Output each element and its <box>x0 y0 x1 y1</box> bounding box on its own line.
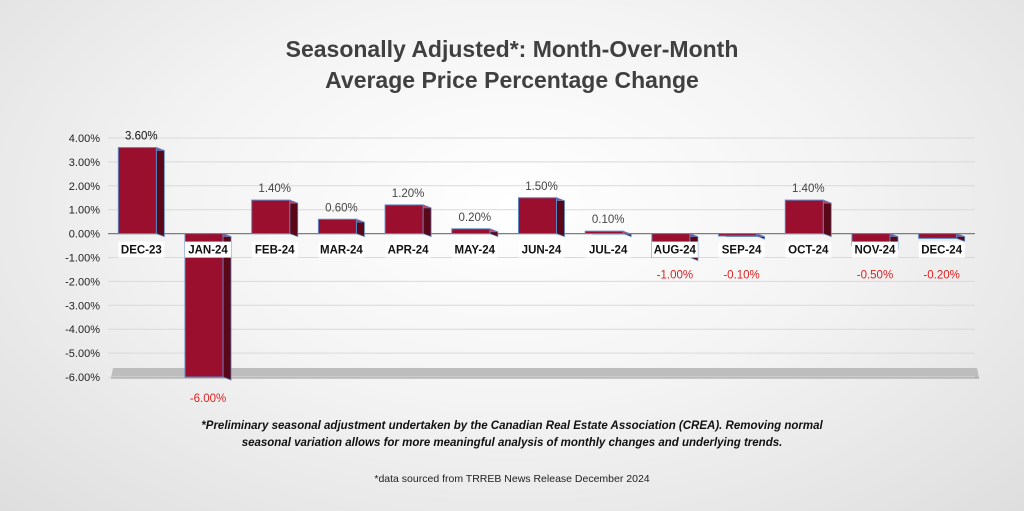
bar-oct-24 <box>784 199 824 235</box>
category-label-box <box>118 241 165 258</box>
category-label: JUN-24 <box>522 245 562 257</box>
bar-side-face <box>155 146 165 238</box>
category-label-box <box>785 241 832 258</box>
category-label: AUG-24 <box>654 245 697 257</box>
category-label-box <box>918 241 965 258</box>
category-label: DEC-23 <box>121 245 162 257</box>
footnote-line-2: seasonal variation allows for more meani… <box>241 437 783 449</box>
bar-apr-24 <box>384 204 424 235</box>
category-label-box <box>251 241 298 258</box>
y-tick-label: 1.00% <box>69 205 100 217</box>
y-tick-label: -1.00% <box>65 253 100 265</box>
category-label-box <box>185 241 232 258</box>
category-label: FEB-24 <box>255 245 295 257</box>
category-label-box <box>851 241 898 258</box>
y-tick-label: -6.00% <box>65 372 100 384</box>
data-label: -0.10% <box>723 270 759 282</box>
seasonal-adjustment-footnote: *Preliminary seasonal adjustment underta… <box>0 418 1024 452</box>
data-label: 0.10% <box>592 214 625 226</box>
category-label-box <box>318 241 365 258</box>
chart-title: Seasonally Adjusted*: Month-Over-Month A… <box>0 34 1024 96</box>
category-label-box <box>651 241 698 258</box>
bar-dec-23 <box>117 147 157 235</box>
category-label: MAY-24 <box>455 245 496 257</box>
bar-sep-24 <box>718 233 758 237</box>
y-tick-label: 2.00% <box>69 181 100 193</box>
data-label: 1.40% <box>258 183 291 195</box>
bar-jul-24 <box>584 230 624 235</box>
bar-side-face <box>822 199 832 238</box>
bar-side-face <box>422 204 432 238</box>
category-label: DEC-24 <box>921 245 963 257</box>
category-label-box <box>451 241 498 258</box>
category-label: JAN-24 <box>188 245 228 257</box>
data-label: 3.60% <box>125 131 158 143</box>
bar-dec-24 <box>918 233 958 239</box>
data-label: 1.40% <box>792 183 825 195</box>
data-label: 1.50% <box>525 181 558 193</box>
y-tick-label: -4.00% <box>65 324 100 336</box>
category-label: JUL-24 <box>589 245 628 257</box>
category-label-box <box>518 241 565 258</box>
source-note: *data sourced from TRREB News Release De… <box>374 473 650 485</box>
category-label-box <box>585 241 632 258</box>
category-label-box <box>718 241 765 258</box>
y-tick-label: 4.00% <box>69 133 100 145</box>
y-tick-label: 0.00% <box>69 229 100 241</box>
data-label: 0.60% <box>325 202 358 214</box>
chart-title-line-2: Average Price Percentage Change <box>325 67 699 93</box>
bar-side-face <box>556 197 565 238</box>
data-label: -0.20% <box>923 270 959 282</box>
bar-may-24 <box>451 228 491 235</box>
category-label: SEP-24 <box>722 245 762 257</box>
footnote-line-1: *Preliminary seasonal adjustment underta… <box>201 420 823 432</box>
data-label: -0.50% <box>857 270 893 282</box>
chart-title-line-1: Seasonally Adjusted*: Month-Over-Month <box>285 36 739 62</box>
chart-floor <box>111 368 979 378</box>
category-label: APR-24 <box>388 245 430 257</box>
bar-feb-24 <box>251 199 291 235</box>
category-label-box <box>385 241 432 258</box>
bar-side-face <box>289 199 299 238</box>
y-tick-label: -3.00% <box>65 300 100 312</box>
bar-jun-24 <box>518 197 557 235</box>
y-tick-label: 3.00% <box>69 157 100 169</box>
category-label: OCT-24 <box>788 245 829 257</box>
data-label: 0.20% <box>459 212 492 224</box>
data-label: -6.00% <box>190 393 226 405</box>
y-tick-label: -5.00% <box>65 348 100 360</box>
category-label: NOV-24 <box>855 245 897 257</box>
data-label: -1.00% <box>657 270 693 282</box>
bar-mar-24 <box>317 218 357 235</box>
data-label: 1.20% <box>392 188 425 200</box>
y-tick-label: -2.00% <box>65 276 100 288</box>
category-label: MAR-24 <box>320 245 363 257</box>
